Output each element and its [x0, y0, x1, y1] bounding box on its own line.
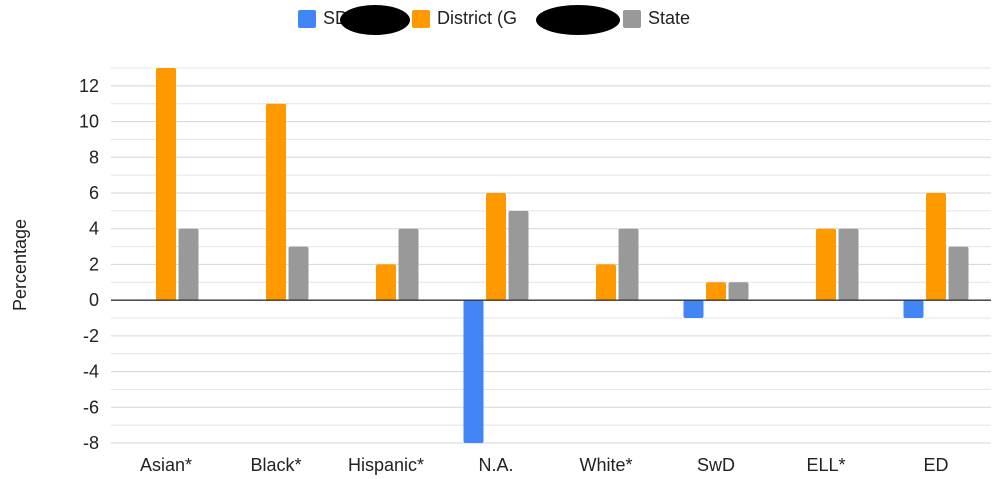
- bar-district-g-ed: [926, 193, 946, 301]
- bars: [156, 68, 969, 443]
- bar-district-g-asian: [156, 68, 176, 301]
- y-axis-ticks: 12 10 8 6 4 2 0 -2 -4 -6 -8: [79, 76, 99, 453]
- y-tick-label: 10: [79, 112, 99, 132]
- bar-district-g-hispanic: [376, 264, 396, 301]
- bar-district-g-n-a: [486, 193, 506, 301]
- x-tick-label: Hispanic*: [348, 455, 424, 475]
- y-tick-label: 6: [89, 183, 99, 203]
- bar-sd-ed: [903, 300, 924, 318]
- y-tick-label: 0: [89, 290, 99, 310]
- legend-swatch-state: [623, 10, 641, 28]
- x-tick-label: ED: [923, 455, 948, 475]
- legend-label-district: District (G: [437, 8, 517, 28]
- y-tick-label: 4: [89, 219, 99, 239]
- y-tick-label: -2: [83, 326, 99, 346]
- bar-state-n-a: [508, 210, 529, 301]
- bar-state-asian: [178, 228, 199, 301]
- x-axis-ticks: Asian* Black* Hispanic* N.A. White* SwD ELL* ED: [140, 455, 949, 475]
- bar-state-ed: [948, 246, 969, 301]
- redaction-mark: [340, 5, 410, 35]
- redaction-mark: [536, 5, 620, 35]
- y-tick-label: 2: [89, 254, 99, 274]
- bar-district-g-ell: [816, 228, 836, 301]
- bar-sd-n-a: [463, 300, 484, 443]
- y-tick-label: 8: [89, 147, 99, 167]
- bar-district-g-black: [266, 103, 286, 301]
- bar-state-white: [618, 228, 639, 301]
- y-axis-label: Percentage: [10, 219, 30, 311]
- legend-swatch-sd: [298, 10, 316, 28]
- bar-state-swd: [728, 282, 749, 301]
- y-tick-label: 12: [79, 76, 99, 96]
- x-tick-label: White*: [579, 455, 632, 475]
- bar-state-hispanic: [398, 228, 419, 301]
- x-tick-label: Black*: [250, 455, 301, 475]
- bar-state-ell: [838, 228, 859, 301]
- legend: SD District (G State: [298, 5, 690, 35]
- x-tick-label: N.A.: [478, 455, 513, 475]
- legend-swatch-district: [412, 10, 430, 28]
- bar-district-g-swd: [706, 282, 726, 301]
- y-tick-label: -4: [83, 362, 99, 382]
- bar-sd-swd: [683, 300, 704, 318]
- bar-state-black: [288, 246, 309, 301]
- bar-district-g-white: [596, 264, 616, 301]
- legend-label-state: State: [648, 8, 690, 28]
- y-tick-label: -6: [83, 397, 99, 417]
- x-tick-label: Asian*: [140, 455, 192, 475]
- x-tick-label: SwD: [697, 455, 735, 475]
- grid-lines: [111, 67, 991, 444]
- y-tick-label: -8: [83, 433, 99, 453]
- x-tick-label: ELL*: [806, 455, 845, 475]
